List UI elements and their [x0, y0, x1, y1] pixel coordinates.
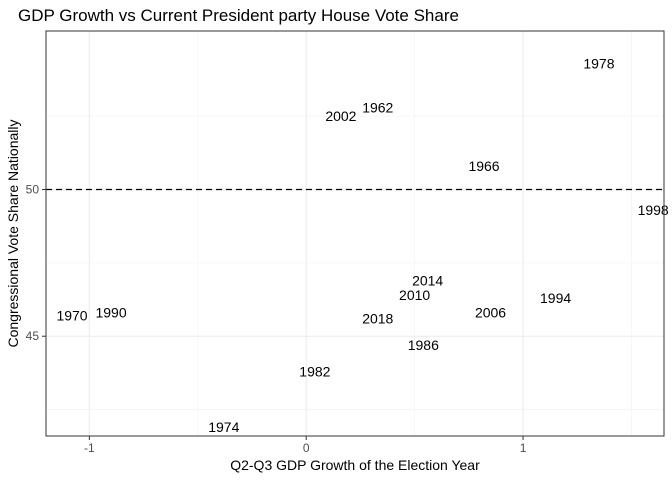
point-label-2010: 2010: [399, 287, 430, 303]
point-label-1986: 1986: [408, 337, 439, 353]
grid-lines: [46, 31, 664, 436]
point-label-1974: 1974: [208, 419, 239, 435]
point-label-1998: 1998: [638, 202, 669, 218]
y-tick-label: 50: [26, 182, 40, 196]
y-axis: 45 50: [26, 182, 46, 343]
point-label-2014: 2014: [412, 272, 443, 288]
point-label-1966: 1966: [468, 158, 499, 174]
point-label-2002: 2002: [325, 108, 356, 124]
y-tick-label: 45: [26, 329, 40, 343]
point-label-1990: 1990: [95, 305, 126, 321]
x-tick-label: 1: [520, 441, 527, 455]
point-label-2006: 2006: [475, 305, 506, 321]
x-axis: -1 0 1: [84, 436, 527, 455]
y-axis-title: Congressional Vote Share Nationally: [5, 119, 21, 347]
point-label-1982: 1982: [299, 363, 330, 379]
x-tick-label: 0: [303, 441, 310, 455]
plot-panel: [45, 30, 665, 437]
point-label-1978: 1978: [583, 55, 614, 71]
x-tick-label: -1: [84, 441, 95, 455]
point-label-1970: 1970: [56, 308, 87, 324]
chart-title: GDP Growth vs Current President party Ho…: [18, 6, 459, 25]
point-label-1962: 1962: [362, 99, 393, 115]
point-label-2018: 2018: [362, 311, 393, 327]
point-label-1994: 1994: [540, 290, 571, 306]
x-axis-title: Q2-Q3 GDP Growth of the Election Year: [230, 457, 480, 473]
